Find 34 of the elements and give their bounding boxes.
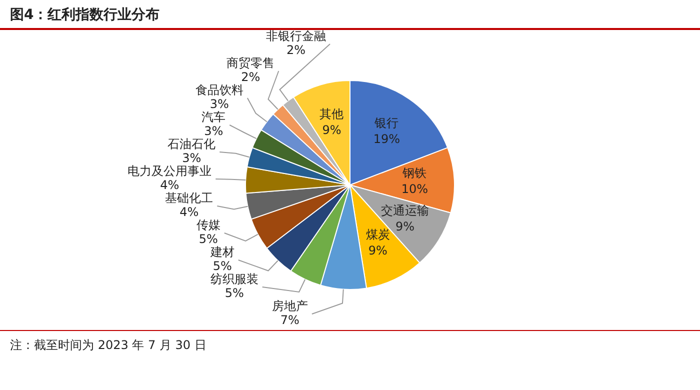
chart-title: 图4：红利指数行业分布 — [0, 0, 700, 30]
data-label: 9% — [322, 122, 342, 137]
slice-label: 建材 — [209, 245, 234, 260]
slice-label: 纺织服装 — [210, 272, 258, 286]
slice-label: 非银行金融 — [266, 29, 326, 44]
slice-label: 食品饮料 — [195, 83, 244, 98]
data-label: 3% — [204, 124, 224, 138]
slice-label: 基础化工 — [165, 191, 214, 206]
slice-label: 其他 — [320, 106, 344, 121]
slice-label: 交通运输 — [381, 203, 430, 218]
data-label: 4% — [160, 178, 180, 192]
slice-label: 钢铁 — [402, 166, 427, 180]
data-label: 5% — [212, 259, 232, 274]
data-label: 9% — [368, 244, 388, 258]
slice-label: 传媒 — [196, 218, 220, 232]
data-label: 4% — [180, 205, 199, 220]
data-label: 19% — [373, 132, 400, 146]
slice-label: 石油石化 — [168, 137, 216, 152]
data-label: 5% — [198, 232, 218, 246]
slice-label: 房地产 — [272, 299, 308, 314]
text: 注：截至时间为 2023 年 7 月 30 日 — [10, 337, 208, 354]
slice-label: 银行 — [374, 116, 399, 130]
slice-label: 商贸零售 — [226, 56, 275, 70]
slice-label: 电力及公用事业 — [128, 164, 212, 178]
data-label: 2% — [241, 70, 260, 84]
slice-label: 煤炭 — [366, 228, 390, 242]
data-label: 7% — [280, 313, 300, 328]
slice-label: 汽车 — [202, 110, 226, 124]
data-label: 2% — [286, 43, 306, 58]
data-label: 3% — [182, 151, 202, 166]
data-label: 3% — [210, 97, 229, 112]
data-label: 5% — [224, 286, 244, 300]
data-label: 10% — [401, 182, 428, 196]
data-label: 9% — [396, 219, 415, 234]
